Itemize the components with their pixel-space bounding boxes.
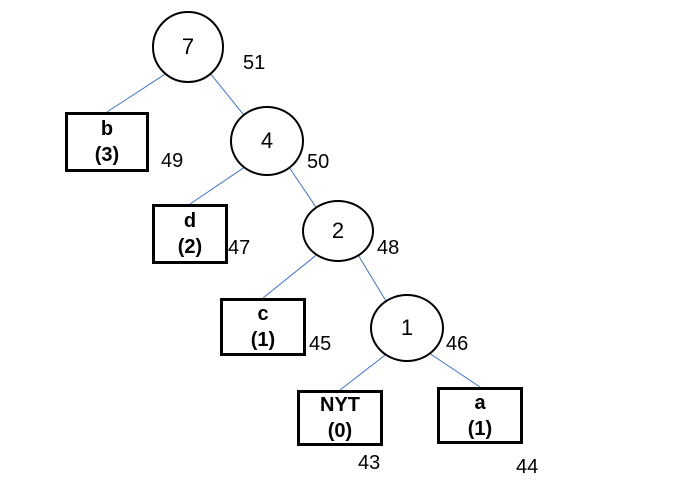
tree-edge	[210, 74, 244, 115]
node-weight: 1	[400, 315, 414, 340]
node-number-49: 49	[161, 150, 184, 172]
leaf-symbol: a	[474, 391, 486, 414]
leaf-node-d: d (2)	[152, 204, 228, 264]
leaf-symbol: b	[100, 118, 114, 140]
internal-node-46: 1	[370, 294, 444, 362]
internal-node-48: 2	[302, 200, 374, 262]
tree-edge	[262, 255, 317, 299]
node-number-51: 51	[243, 52, 266, 74]
leaf-symbol: NYT	[320, 394, 360, 416]
tree-edge	[339, 354, 386, 391]
leaf-node-nyt: NYT (0)	[297, 390, 383, 446]
tree-edge	[106, 73, 165, 113]
internal-node-51: 7	[152, 11, 224, 83]
tree-edge	[430, 353, 481, 388]
node-number-48: 48	[377, 237, 400, 259]
tree-edge	[358, 256, 386, 301]
node-weight: 4	[260, 128, 274, 153]
leaf-count: (2)	[177, 236, 203, 258]
leaf-count: (0)	[327, 420, 353, 442]
tree-edge	[189, 167, 244, 205]
node-number-46: 46	[446, 333, 469, 355]
node-number-45: 45	[309, 333, 332, 355]
leaf-node-b: b (3)	[65, 112, 149, 172]
node-number-43: 43	[358, 452, 381, 474]
leaf-count: (1)	[467, 417, 493, 440]
leaf-node-a: a (1)	[437, 387, 523, 444]
node-number-47: 47	[228, 237, 251, 259]
internal-node-50: 4	[230, 106, 304, 176]
node-weight: 7	[181, 34, 195, 59]
node-number-44: 44	[516, 456, 539, 478]
leaf-count: (1)	[250, 329, 276, 351]
leaf-count: (3)	[94, 144, 120, 166]
leaf-symbol: d	[183, 210, 197, 232]
node-number-50: 50	[307, 151, 330, 173]
leaf-node-c: c (1)	[220, 298, 306, 356]
leaf-symbol: c	[257, 303, 269, 325]
node-weight: 2	[331, 218, 345, 243]
tree-edge	[289, 168, 317, 207]
